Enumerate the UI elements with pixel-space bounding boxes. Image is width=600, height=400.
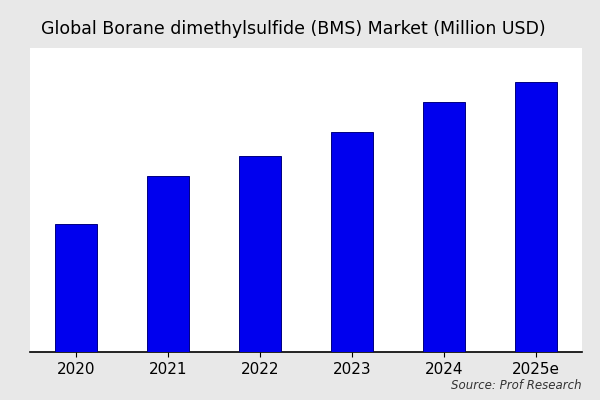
Text: Global Borane dimethylsulfide (BMS) Market (Million USD): Global Borane dimethylsulfide (BMS) Mark… <box>41 20 545 38</box>
Bar <box>424 102 465 352</box>
Bar <box>331 132 373 352</box>
Bar <box>147 176 188 352</box>
Bar <box>239 156 281 352</box>
Bar <box>55 224 97 352</box>
Bar <box>515 82 557 352</box>
Text: Source: Prof Research: Source: Prof Research <box>451 379 582 392</box>
